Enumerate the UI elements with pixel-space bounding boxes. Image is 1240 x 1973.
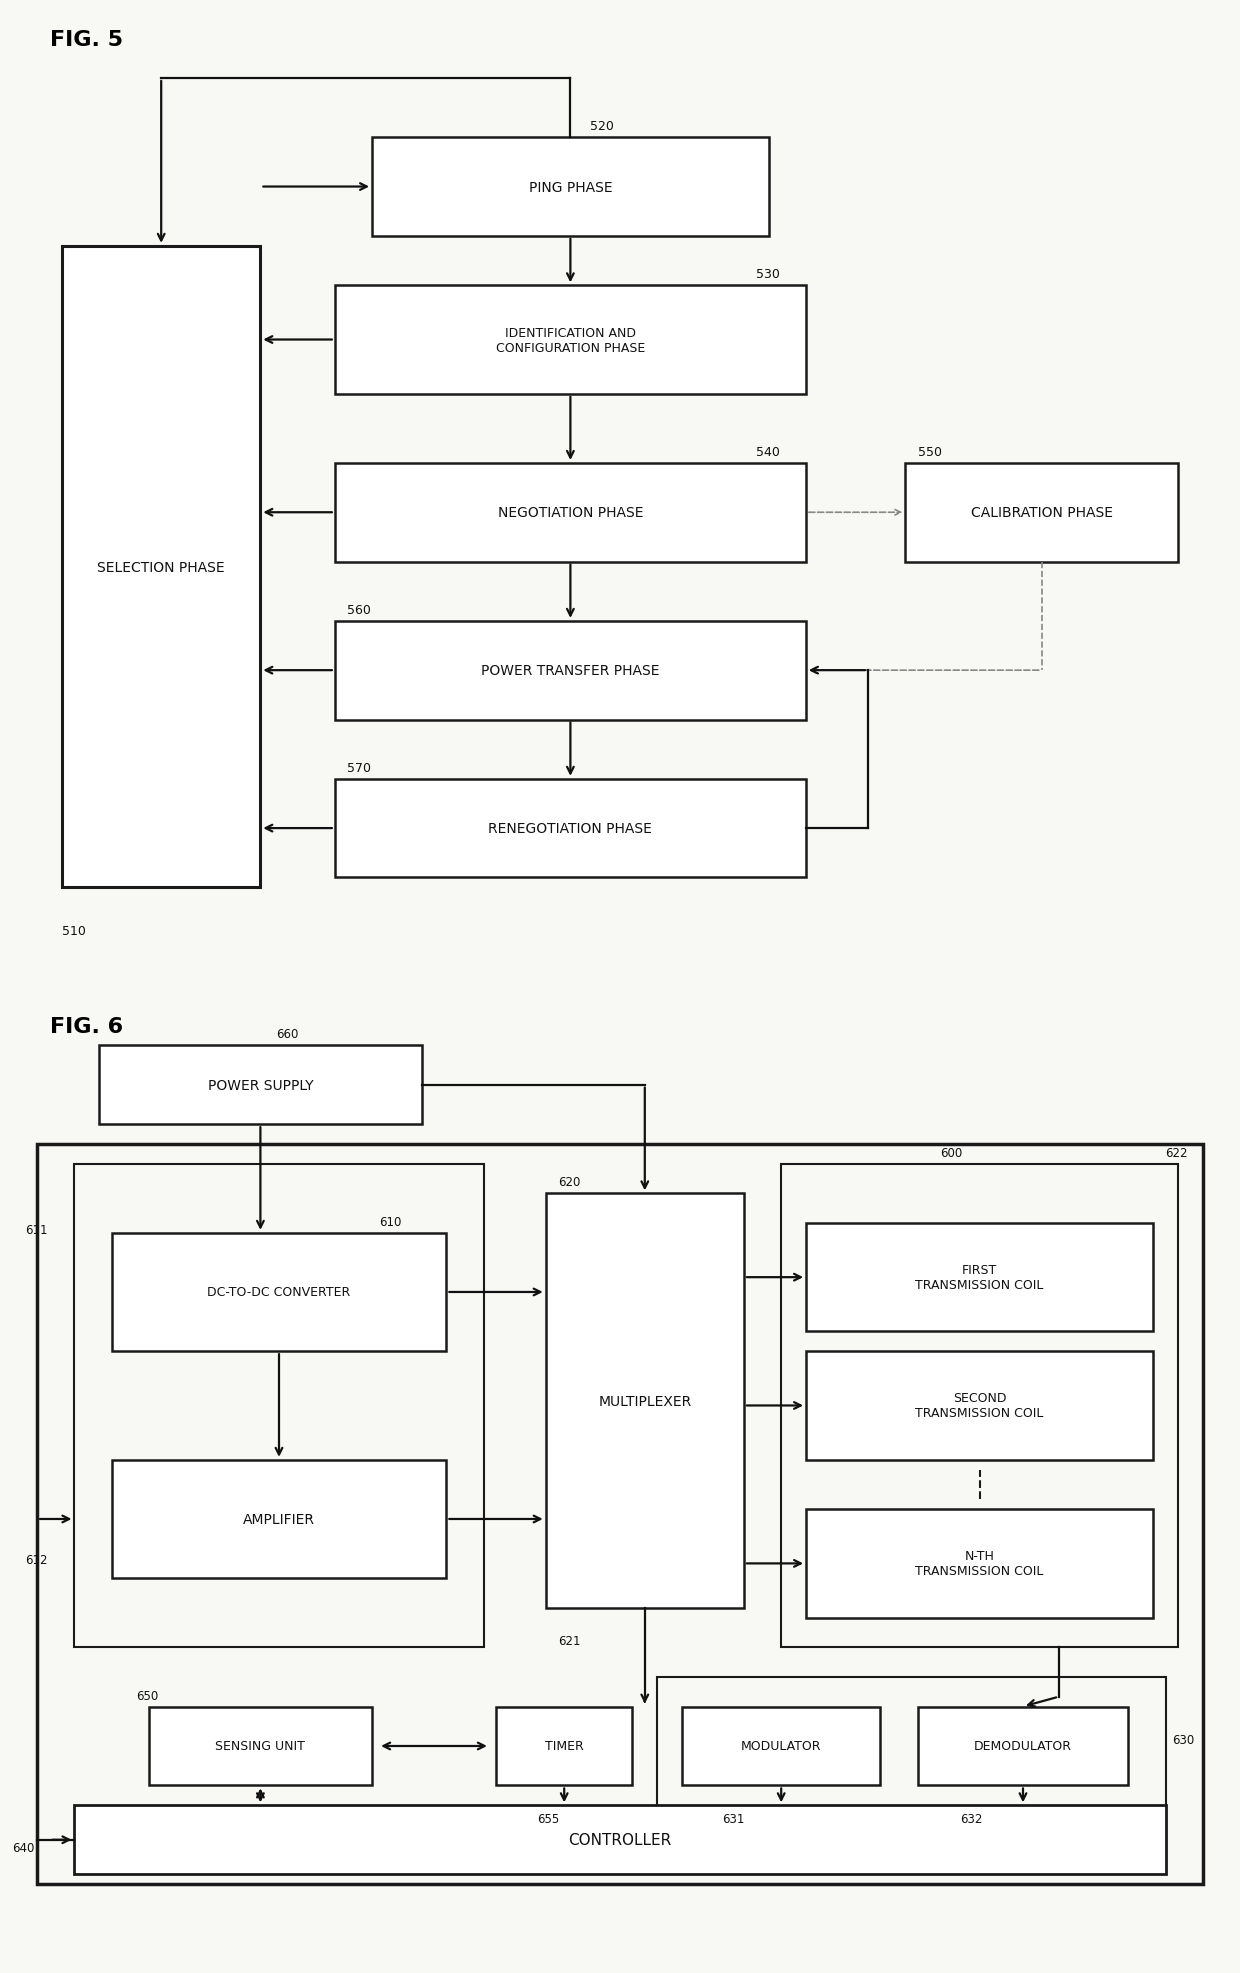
Text: SELECTION PHASE: SELECTION PHASE: [98, 560, 224, 574]
Bar: [905, 464, 1178, 562]
Text: SENSING UNIT: SENSING UNIT: [216, 1740, 305, 1752]
Text: CONTROLLER: CONTROLLER: [568, 1833, 672, 1847]
Text: 570: 570: [347, 762, 371, 773]
Text: AMPLIFIER: AMPLIFIER: [243, 1511, 315, 1527]
Bar: [37, 1144, 1203, 1884]
Text: FIG. 5: FIG. 5: [50, 30, 123, 49]
Text: N-TH
TRANSMISSION COIL: N-TH TRANSMISSION COIL: [915, 1549, 1044, 1578]
Bar: [918, 1707, 1128, 1786]
Text: 600: 600: [940, 1146, 962, 1158]
Text: 632: 632: [960, 1811, 982, 1825]
Bar: [112, 1233, 446, 1352]
Text: 510: 510: [62, 923, 86, 937]
Text: 650: 650: [136, 1689, 159, 1701]
Text: 611: 611: [25, 1223, 47, 1237]
Bar: [372, 138, 769, 237]
Bar: [781, 1164, 1178, 1647]
Bar: [682, 1707, 880, 1786]
Text: 530: 530: [756, 268, 780, 280]
Text: MULTIPLEXER: MULTIPLEXER: [598, 1393, 692, 1409]
Text: DC-TO-DC CONVERTER: DC-TO-DC CONVERTER: [207, 1286, 351, 1298]
Bar: [74, 1805, 1166, 1874]
Text: 620: 620: [558, 1176, 580, 1188]
Text: POWER SUPPLY: POWER SUPPLY: [207, 1077, 314, 1093]
Text: 560: 560: [347, 604, 371, 618]
Text: 630: 630: [1172, 1732, 1194, 1746]
Text: IDENTIFICATION AND
CONFIGURATION PHASE: IDENTIFICATION AND CONFIGURATION PHASE: [496, 326, 645, 355]
Bar: [335, 621, 806, 720]
Bar: [806, 1509, 1153, 1618]
Text: NEGOTIATION PHASE: NEGOTIATION PHASE: [497, 505, 644, 521]
Text: 540: 540: [756, 446, 780, 460]
Bar: [62, 247, 260, 888]
Text: 610: 610: [379, 1215, 402, 1227]
Bar: [806, 1223, 1153, 1332]
Text: RENEGOTIATION PHASE: RENEGOTIATION PHASE: [489, 821, 652, 837]
Text: TIMER: TIMER: [544, 1740, 584, 1752]
Bar: [657, 1677, 1166, 1815]
Bar: [335, 286, 806, 395]
Text: FIRST
TRANSMISSION COIL: FIRST TRANSMISSION COIL: [915, 1263, 1044, 1292]
Text: 550: 550: [918, 446, 941, 460]
Bar: [99, 1046, 422, 1125]
Text: SECOND
TRANSMISSION COIL: SECOND TRANSMISSION COIL: [915, 1391, 1044, 1421]
Bar: [335, 779, 806, 878]
Bar: [335, 464, 806, 562]
Text: 520: 520: [590, 120, 614, 134]
Text: PING PHASE: PING PHASE: [528, 180, 613, 195]
Text: DEMODULATOR: DEMODULATOR: [973, 1740, 1073, 1752]
Text: CALIBRATION PHASE: CALIBRATION PHASE: [971, 505, 1112, 521]
Text: 622: 622: [1166, 1146, 1188, 1158]
Bar: [546, 1194, 744, 1608]
Text: 631: 631: [722, 1811, 744, 1825]
Text: MODULATOR: MODULATOR: [742, 1740, 821, 1752]
Bar: [112, 1460, 446, 1578]
Text: 660: 660: [277, 1028, 299, 1042]
Text: FIG. 6: FIG. 6: [50, 1016, 123, 1036]
Text: 621: 621: [558, 1634, 580, 1647]
Bar: [806, 1352, 1153, 1460]
Text: 640: 640: [12, 1841, 35, 1855]
Text: 655: 655: [537, 1811, 559, 1825]
Bar: [74, 1164, 484, 1647]
Bar: [496, 1707, 632, 1786]
Bar: [149, 1707, 372, 1786]
Text: 612: 612: [25, 1553, 47, 1567]
Text: POWER TRANSFER PHASE: POWER TRANSFER PHASE: [481, 663, 660, 679]
